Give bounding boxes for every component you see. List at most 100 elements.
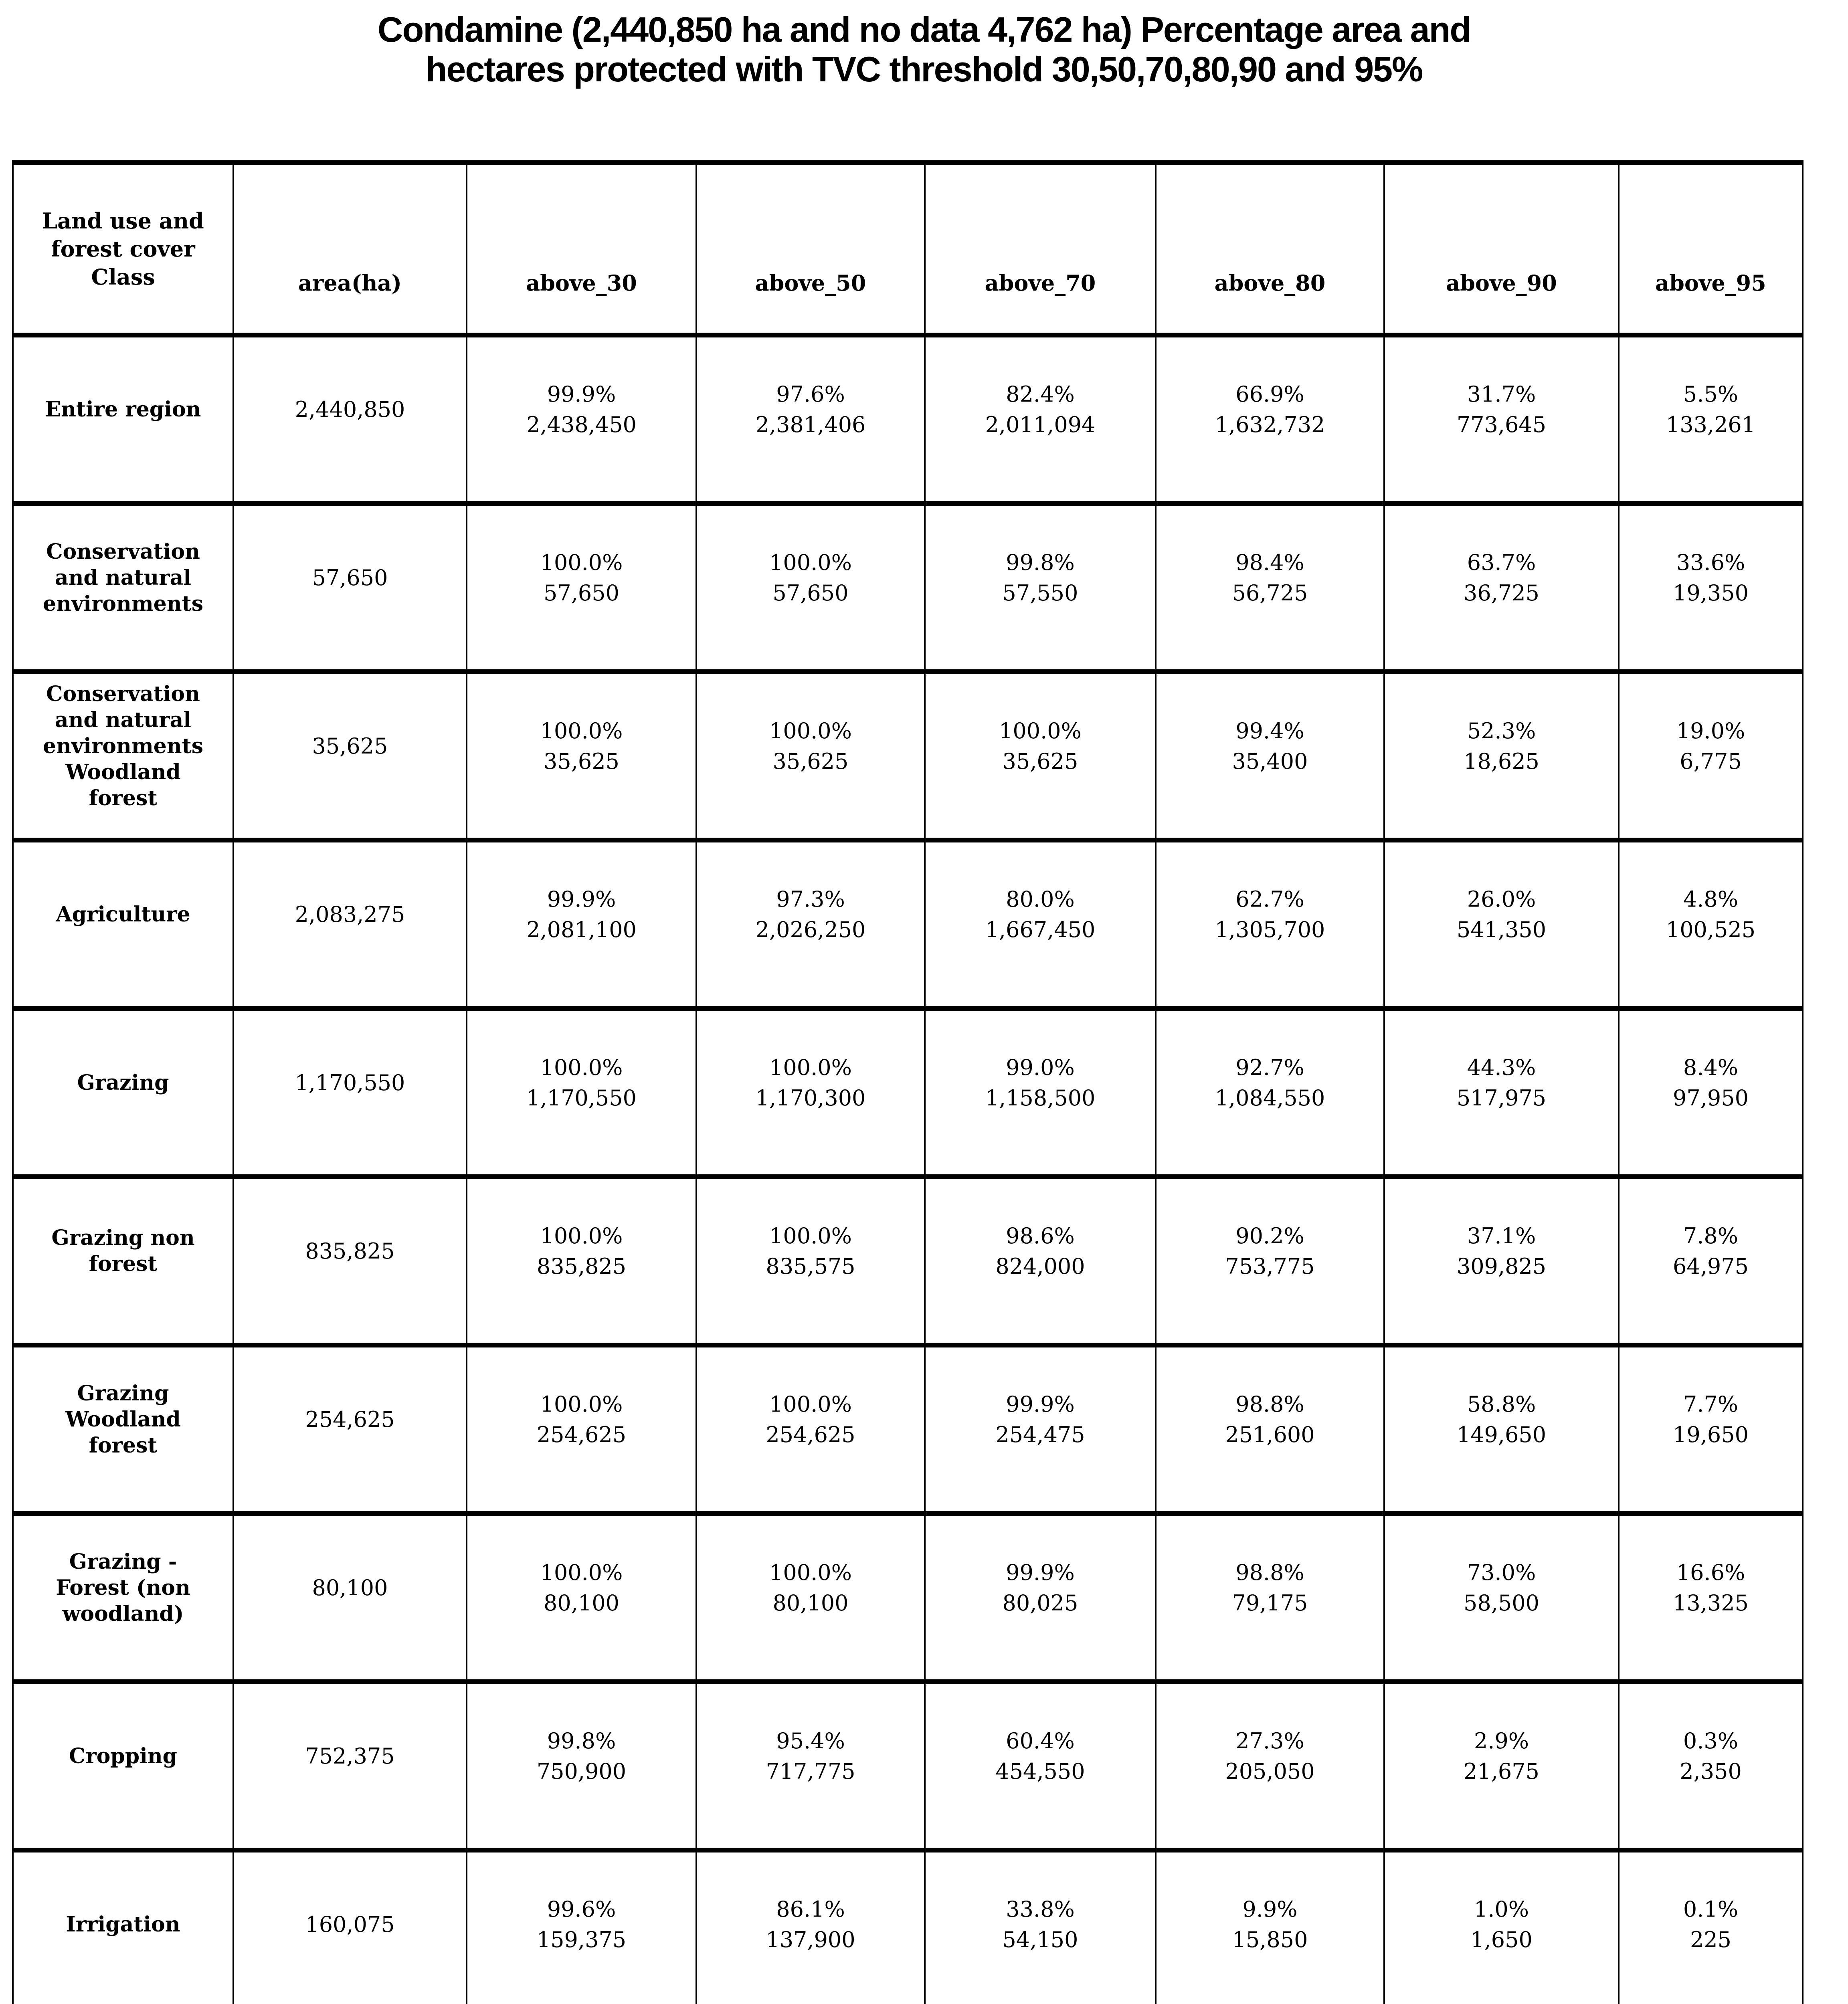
- row-area-value: 57,650: [233, 501, 467, 674]
- hectares-value: 100,525: [1666, 917, 1756, 942]
- row-threshold-cell: 8.4% 97,950: [1618, 1006, 1804, 1179]
- percent-value: 98.8%: [1235, 1391, 1304, 1417]
- hectares-value: 254,475: [995, 1422, 1085, 1447]
- table-row: Grazing - Forest (non woodland) 80,100 100…: [12, 1511, 1804, 1684]
- hectares-value: 79,175: [1232, 1590, 1308, 1616]
- row-threshold-cell: 73.0% 58,500: [1383, 1511, 1620, 1684]
- hectares-value: 753,775: [1225, 1253, 1315, 1279]
- hectares-value: 6,775: [1680, 748, 1742, 774]
- hectares-value: 58,500: [1464, 1590, 1539, 1616]
- hectares-value: 137,900: [766, 1927, 855, 1952]
- row-threshold-cell: 100.0% 80,100: [696, 1511, 926, 1684]
- percent-value: 4.8%: [1683, 886, 1739, 912]
- title-line-1: Condamine (2,440,850 ha and no data 4,76…: [377, 10, 1471, 49]
- row-threshold-cell: 100.0% 35,625: [466, 669, 697, 842]
- percent-value: 60.4%: [1006, 1728, 1075, 1754]
- hectares-value: 2,381,406: [755, 412, 866, 437]
- table-row: Cropping 752,375 99.8% 750,900 95.4% 717,775 6…: [12, 1679, 1804, 1852]
- table-row: Irrigation 160,075 99.6% 159,375 86.1% 137,90…: [12, 1848, 1804, 2004]
- hectares-value: 205,050: [1225, 1758, 1315, 1784]
- percent-value: 100.0%: [769, 1055, 852, 1080]
- row-area-value: 752,375: [233, 1679, 467, 1852]
- table-row: Entire region 2,440,850 99.9% 2,438,450 97.6…: [12, 333, 1804, 506]
- percent-value: 99.9%: [547, 886, 616, 912]
- percent-value: 86.1%: [776, 1896, 845, 1922]
- percent-value: 26.0%: [1467, 886, 1536, 912]
- hectares-value: 1,170,300: [755, 1085, 866, 1111]
- hectares-value: 57,650: [544, 580, 619, 606]
- table-row: Grazing 1,170,550 100.0% 1,170,550 100.0% 1,1…: [12, 1006, 1804, 1179]
- percent-value: 2.9%: [1474, 1728, 1529, 1754]
- col-header-above-70: above_70: [924, 160, 1157, 337]
- row-threshold-cell: 99.4% 35,400: [1155, 669, 1385, 842]
- hectares-value: 35,625: [1002, 748, 1078, 774]
- row-threshold-cell: 7.8% 64,975: [1618, 1174, 1804, 1347]
- row-threshold-cell: 31.7% 773,645: [1383, 333, 1620, 506]
- hectares-value: 750,900: [536, 1758, 627, 1784]
- row-threshold-cell: 66.9% 1,632,732: [1155, 333, 1385, 506]
- hectares-value: 64,975: [1673, 1253, 1749, 1279]
- row-class-label: Entire region: [12, 333, 234, 506]
- row-threshold-cell: 99.8% 750,900: [466, 1679, 697, 1852]
- row-threshold-cell: 99.9% 80,025: [924, 1511, 1157, 1684]
- row-area-value: 2,083,275: [233, 838, 467, 1011]
- hectares-value: 2,081,100: [526, 917, 637, 942]
- row-threshold-cell: 62.7% 1,305,700: [1155, 838, 1385, 1011]
- percent-value: 7.8%: [1683, 1223, 1739, 1248]
- hectares-value: 454,550: [995, 1758, 1085, 1784]
- hectares-value: 35,625: [772, 748, 849, 774]
- hectares-value: 1,084,550: [1215, 1085, 1325, 1111]
- percent-value: 31.7%: [1467, 381, 1536, 407]
- row-threshold-cell: 27.3% 205,050: [1155, 1679, 1385, 1852]
- hectares-value: 35,625: [544, 748, 619, 774]
- percent-value: 37.1%: [1467, 1223, 1536, 1248]
- percent-value: 73.0%: [1467, 1560, 1536, 1585]
- hectares-value: 35,400: [1232, 748, 1308, 774]
- row-threshold-cell: 98.8% 251,600: [1155, 1343, 1385, 1516]
- row-threshold-cell: 26.0% 541,350: [1383, 838, 1620, 1011]
- row-threshold-cell: 80.0% 1,667,450: [924, 838, 1157, 1011]
- percent-value: 92.7%: [1235, 1055, 1304, 1080]
- row-class-label: Irrigation: [12, 1848, 234, 2004]
- row-threshold-cell: 19.0% 6,775: [1618, 669, 1804, 842]
- percent-value: 99.9%: [1006, 1391, 1075, 1417]
- row-area-value: 35,625: [233, 669, 467, 842]
- table-row: Grazing non forest 835,825 100.0% 835,825 10…: [12, 1174, 1804, 1347]
- row-threshold-cell: 100.0% 57,650: [466, 501, 697, 674]
- table-row: Conservation and natural environments 57,…: [12, 501, 1804, 674]
- percent-value: 100.0%: [769, 1560, 852, 1585]
- hectares-value: 1,170,550: [526, 1085, 637, 1111]
- hectares-value: 1,158,500: [985, 1085, 1096, 1111]
- row-threshold-cell: 82.4% 2,011,094: [924, 333, 1157, 506]
- hectares-value: 18,625: [1464, 748, 1539, 774]
- row-threshold-cell: 100.0% 35,625: [696, 669, 926, 842]
- row-threshold-cell: 98.4% 56,725: [1155, 501, 1385, 674]
- row-threshold-cell: 97.3% 2,026,250: [696, 838, 926, 1011]
- row-threshold-cell: 37.1% 309,825: [1383, 1174, 1620, 1347]
- title-line-2: hectares protected with TVC threshold 30…: [425, 49, 1423, 89]
- row-class-label: Conservation and natural environments Wo…: [12, 669, 234, 842]
- percent-value: 8.4%: [1683, 1055, 1739, 1080]
- row-threshold-cell: 33.6% 19,350: [1618, 501, 1804, 674]
- percent-value: 99.6%: [547, 1896, 616, 1922]
- percent-value: 16.6%: [1676, 1560, 1745, 1585]
- hectares-value: 2,438,450: [526, 412, 637, 437]
- hectares-value: 254,625: [766, 1422, 855, 1447]
- row-area-value: 835,825: [233, 1174, 467, 1347]
- percent-value: 100.0%: [769, 718, 852, 743]
- percent-value: 82.4%: [1006, 381, 1075, 407]
- row-threshold-cell: 60.4% 454,550: [924, 1679, 1157, 1852]
- percent-value: 63.7%: [1467, 549, 1536, 575]
- row-class-label: Conservation and natural environments: [12, 501, 234, 674]
- row-class-label: Grazing non forest: [12, 1174, 234, 1347]
- percent-value: 5.5%: [1683, 381, 1739, 407]
- hectares-value: 1,305,700: [1215, 917, 1325, 942]
- percent-value: 99.9%: [547, 381, 616, 407]
- percent-value: 100.0%: [769, 549, 852, 575]
- percent-value: 33.6%: [1676, 549, 1745, 575]
- row-threshold-cell: 95.4% 717,775: [696, 1679, 926, 1852]
- percent-value: 95.4%: [776, 1728, 845, 1754]
- hectares-value: 717,775: [766, 1758, 855, 1784]
- row-area-value: 1,170,550: [233, 1006, 467, 1179]
- hectares-value: 57,550: [1002, 580, 1078, 606]
